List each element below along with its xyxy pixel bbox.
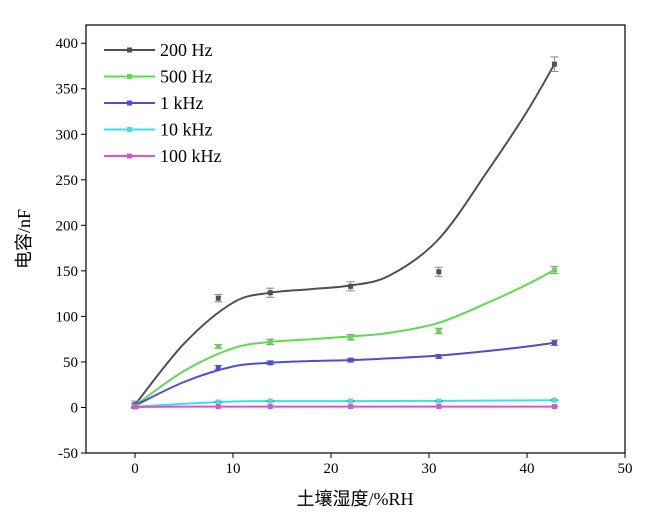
y-tick-label: 0 [71,400,79,416]
y-tick-label: 150 [56,264,79,280]
x-tick-label: 30 [422,461,437,477]
data-point-500-hz [434,327,443,335]
data-point-500-hz [266,338,275,346]
legend-item-100-khz: 100 kHz [104,146,222,166]
fit-line-500-hz [134,269,555,407]
data-point-500-hz [550,265,559,275]
y-tick-label: 50 [63,355,78,371]
data-point-500-hz [214,343,223,349]
data-point-1-khz [434,353,443,359]
x-axis-title: 土壤湿度/%RH [297,489,414,509]
data-point-10-khz [346,398,355,404]
y-tick-label: 300 [56,127,79,143]
fit-line-1-khz [134,341,555,407]
y-tick-label: 400 [56,36,79,52]
y-tick-label: -50 [58,446,78,462]
fit-curves [134,63,556,408]
data-point-100-khz [550,404,559,410]
x-tick-label: 40 [520,461,535,477]
data-point-200-hz [346,281,355,292]
data-points [131,56,559,410]
legend-label: 200 Hz [160,40,213,60]
data-point-100-khz [266,404,275,410]
x-tick-label: 20 [324,461,339,477]
legend-label: 10 kHz [160,120,213,140]
data-point-10-khz [434,398,443,404]
fit-line-10-khz [134,399,555,408]
y-tick-label: 100 [56,309,79,325]
plot-frame [85,24,626,454]
x-tick-label: 0 [131,461,139,477]
y-tick-label: 250 [56,173,79,189]
legend-item-200-hz: 200 Hz [104,40,213,60]
data-point-500-hz [346,334,355,341]
fit-line-200-hz [134,63,556,406]
data-point-100-khz [346,404,355,410]
y-tick-label: 350 [56,82,79,98]
legend-item-500-hz: 500 Hz [104,67,213,87]
legend-label: 500 Hz [160,67,213,87]
data-point-10-khz [550,397,559,403]
legend-item-10-khz: 10 kHz [104,120,213,140]
y-axis-title: 电容/nF [14,209,34,269]
data-point-10-khz [266,398,275,404]
data-point-100-khz [214,404,223,410]
data-point-1-khz [266,360,275,366]
x-tick-label: 50 [618,461,633,477]
data-point-200-hz [550,56,559,72]
y-tick-label: 200 [56,218,79,234]
data-point-100-khz [434,404,443,410]
axis-ticks: 0 10 20 30 40 50 -50 0 50 100 150 200 250 300 350 400 [56,36,633,477]
legend-label: 100 kHz [160,146,222,166]
data-point-200-hz [434,266,443,277]
legend-label: 1 kHz [160,93,204,113]
data-point-200-hz [214,294,223,303]
data-point-200-hz [266,287,275,298]
x-tick-label: 10 [226,461,241,477]
data-point-10-khz [214,399,223,405]
legend-item-1-khz: 1 kHz [104,93,204,113]
legend: 200 Hz 500 Hz 1 kHz 10 kHz 100 kHz [104,40,222,166]
data-point-1-khz [550,339,559,347]
data-point-100-khz [131,404,139,410]
data-point-1-khz [214,364,223,370]
data-point-1-khz [346,357,355,363]
